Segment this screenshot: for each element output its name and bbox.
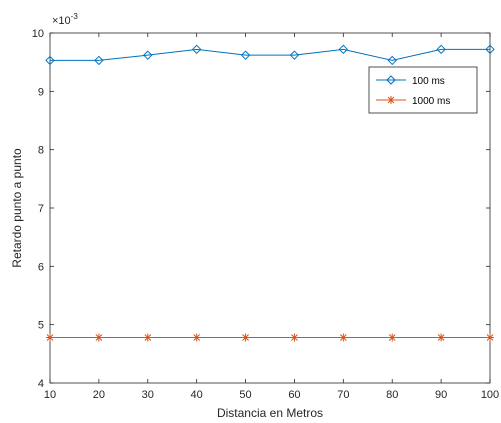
x-tick-label: 50 xyxy=(239,389,251,401)
y-tick-label: 7 xyxy=(38,203,44,215)
legend-box xyxy=(368,66,478,114)
data-point-2 xyxy=(192,333,201,342)
data-point-2 xyxy=(486,333,494,342)
x-tick-label: 60 xyxy=(288,389,300,401)
x-tick-label: 20 xyxy=(93,389,105,401)
data-point-1 xyxy=(45,55,55,66)
asterisk-stroke xyxy=(46,334,54,341)
legend-marker xyxy=(387,96,395,104)
legend-items: 100 ms 1000 ms xyxy=(376,75,450,107)
x-tick-label: 100 xyxy=(481,389,499,401)
data-point-2 xyxy=(143,333,152,342)
data-point-1 xyxy=(143,50,153,60)
data-point-1 xyxy=(436,44,446,55)
legend-label: 100 ms xyxy=(412,76,445,87)
series-line-1 xyxy=(50,48,490,61)
y-tick-label: 6 xyxy=(38,261,44,273)
y-tick-label: 10 xyxy=(32,28,44,40)
data-point-1 xyxy=(289,50,300,60)
data-point-2 xyxy=(339,333,348,342)
data-point-2 xyxy=(241,333,250,342)
y-tick-label: 8 xyxy=(38,145,44,157)
asterisk-stroke xyxy=(388,334,396,341)
series-layer xyxy=(45,44,495,342)
data-point-1 xyxy=(240,50,251,60)
data-point-1 xyxy=(94,55,104,66)
data-point-2 xyxy=(46,333,54,342)
y-exponent-power: -3 xyxy=(71,12,79,21)
asterisk-stroke xyxy=(144,334,152,341)
y-tick-label: 4 xyxy=(38,378,44,390)
legend: 100 ms 1000 ms xyxy=(368,66,478,114)
data-point-2 xyxy=(388,333,397,342)
data-point-1 xyxy=(485,44,495,55)
data-point-2 xyxy=(437,333,446,342)
data-point-1 xyxy=(191,44,202,55)
data-point-2 xyxy=(94,333,103,342)
asterisk-stroke xyxy=(193,334,201,341)
asterisk-stroke xyxy=(339,334,347,341)
y-axis-title: Retardo punto a punto xyxy=(10,148,24,268)
y-exponent-label: ×10-3 xyxy=(52,12,78,27)
x-axis-title: Distancia en Metros xyxy=(217,406,323,420)
y-tick-label: 5 xyxy=(38,320,44,332)
asterisk-stroke xyxy=(242,334,249,341)
asterisk-stroke xyxy=(486,334,494,341)
x-tick-label: 10 xyxy=(44,389,56,401)
x-axis: 10 20 30 40 50 60 70 80 90 100 xyxy=(44,33,499,401)
asterisk-stroke xyxy=(291,334,298,341)
x-tick-label: 70 xyxy=(337,389,349,401)
x-tick-label: 80 xyxy=(386,389,398,401)
legend-label: 1000 ms xyxy=(412,96,450,107)
y-tick-label: 9 xyxy=(38,86,44,98)
asterisk-stroke xyxy=(437,334,445,341)
x-tick-label: 30 xyxy=(142,389,154,401)
data-point-1 xyxy=(338,44,349,55)
asterisk-stroke xyxy=(387,96,395,104)
x-tick-label: 40 xyxy=(191,389,203,401)
legend-marker xyxy=(386,75,396,85)
y-axis: 4 5 6 7 8 9 10 xyxy=(32,28,490,390)
data-point-1 xyxy=(387,55,397,66)
asterisk-stroke xyxy=(95,334,103,341)
data-point-2 xyxy=(290,333,299,342)
x-tick-label: 90 xyxy=(435,389,447,401)
